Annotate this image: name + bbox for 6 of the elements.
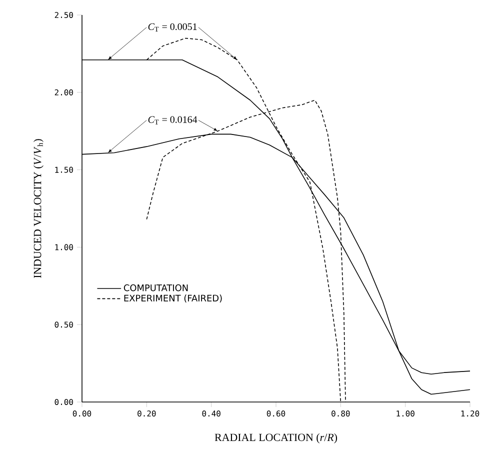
y-axis-title: INDUCED VELOCITY (V/V$_{h}$) — [34, 139, 44, 278]
annotation: C$_{T}$ = 0.0164 — [148, 116, 198, 124]
legend-label: EXPERIMENT (FAIRED) — [124, 294, 222, 303]
x-axis-title: RADIAL LOCATION (r/R) — [214, 433, 338, 444]
annotation: C$_{T}$ = 0.0051 — [148, 23, 197, 32]
legend-label: COMPUTATION — [124, 284, 188, 292]
